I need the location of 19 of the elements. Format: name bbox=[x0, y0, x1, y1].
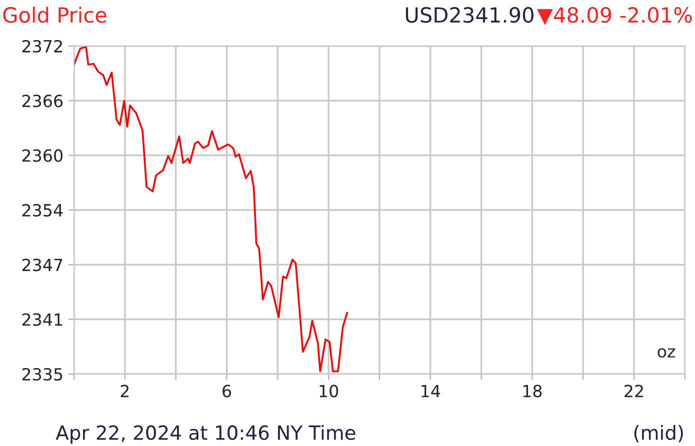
y-tick-label: 2354 bbox=[22, 204, 63, 217]
annotation: oz bbox=[658, 348, 676, 358]
y-tick-label: 2372 bbox=[22, 40, 62, 53]
x-tick-label: 2 bbox=[120, 384, 129, 398]
y-tick-label: 2347 bbox=[22, 258, 62, 272]
text: ▼48.09 -2.01% bbox=[536, 7, 692, 26]
x-tick-label: 18 bbox=[523, 384, 542, 398]
text: USD2341.90 bbox=[406, 7, 534, 23]
y-tick-label: 2360 bbox=[22, 149, 62, 162]
y-tick-label: 2366 bbox=[22, 94, 63, 108]
text: Apr 22, 2024 at 10:46 NY Time bbox=[56, 424, 356, 444]
x-tick-label: 22 bbox=[624, 384, 643, 398]
chart-title: Gold Price bbox=[3, 6, 106, 23]
y-tick-label: 2341 bbox=[22, 313, 62, 326]
x-tick-label: 14 bbox=[422, 384, 440, 398]
x-tick-label: 10 bbox=[320, 384, 338, 398]
text: (mid) bbox=[634, 424, 683, 442]
x-tick-label: 6 bbox=[222, 384, 231, 398]
y-tick-label: 2335 bbox=[22, 368, 62, 381]
